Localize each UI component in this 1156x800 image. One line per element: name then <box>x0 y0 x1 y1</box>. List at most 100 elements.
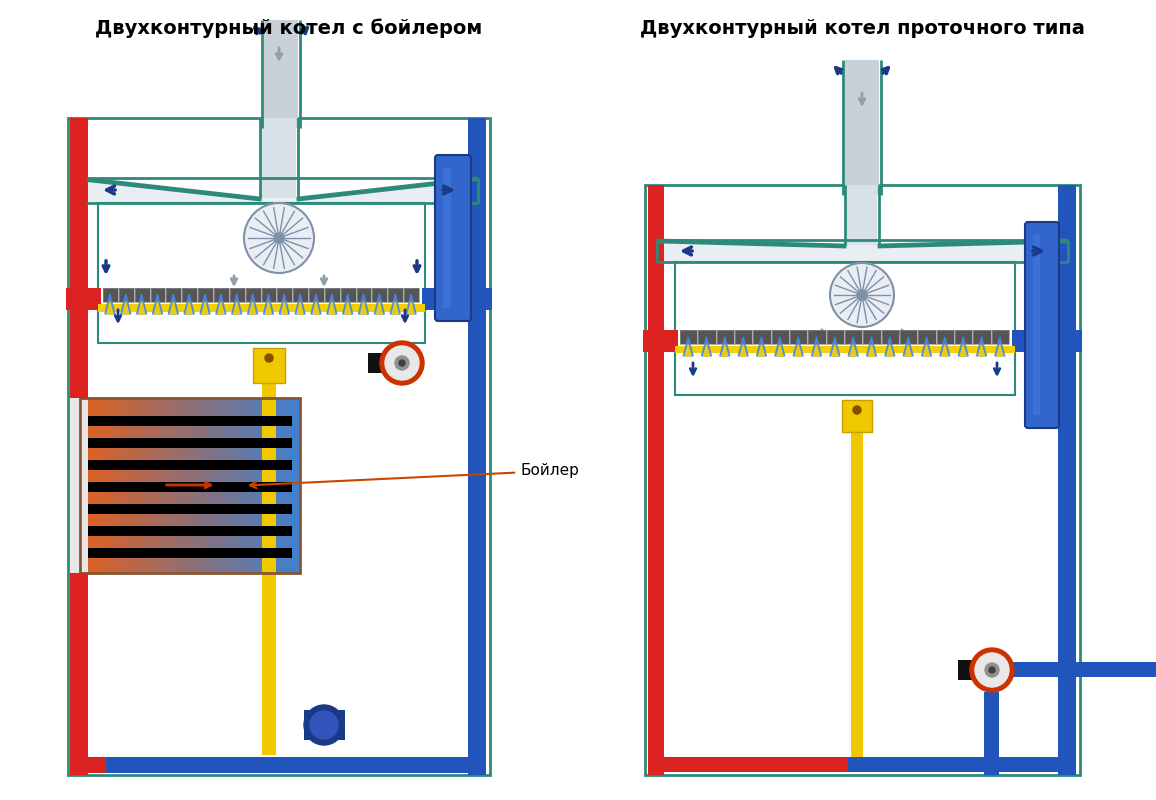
Polygon shape <box>202 302 208 314</box>
Polygon shape <box>344 302 350 314</box>
Bar <box>368 353 381 373</box>
Polygon shape <box>266 302 272 314</box>
Polygon shape <box>940 337 950 356</box>
Polygon shape <box>250 302 255 314</box>
Bar <box>827 330 844 344</box>
Bar <box>388 288 403 302</box>
Bar <box>71 757 468 773</box>
Bar <box>88 504 292 514</box>
Bar <box>341 288 356 302</box>
Bar <box>680 330 697 344</box>
Bar <box>246 288 260 302</box>
Bar <box>88 460 292 470</box>
Polygon shape <box>996 345 1003 356</box>
Bar <box>277 398 287 573</box>
Bar <box>309 288 324 302</box>
Bar <box>161 398 169 573</box>
Bar <box>102 398 110 573</box>
Bar <box>754 330 771 344</box>
Polygon shape <box>739 337 748 356</box>
Polygon shape <box>720 337 729 356</box>
Bar <box>294 288 307 302</box>
Polygon shape <box>295 294 305 314</box>
Polygon shape <box>657 240 1068 262</box>
Bar <box>68 118 490 775</box>
Polygon shape <box>217 302 224 314</box>
Bar <box>1058 185 1076 775</box>
Bar <box>309 288 324 302</box>
Bar <box>901 330 918 344</box>
Bar <box>234 398 243 573</box>
Polygon shape <box>328 302 335 314</box>
Bar <box>253 348 286 383</box>
Bar <box>198 288 213 302</box>
Bar <box>198 398 206 573</box>
Polygon shape <box>775 337 785 356</box>
Bar <box>918 330 935 344</box>
Bar <box>103 288 118 302</box>
Bar <box>847 185 877 245</box>
Polygon shape <box>170 302 177 314</box>
Bar <box>936 330 954 344</box>
Bar <box>166 288 181 302</box>
Bar <box>255 398 265 573</box>
Bar <box>388 288 403 302</box>
Polygon shape <box>358 294 369 314</box>
Bar <box>294 288 307 302</box>
Bar <box>135 288 149 302</box>
Bar <box>827 330 844 344</box>
Bar <box>992 330 1009 344</box>
Polygon shape <box>105 294 114 314</box>
Bar <box>88 482 292 492</box>
Polygon shape <box>406 294 416 314</box>
Bar <box>341 288 356 302</box>
Polygon shape <box>850 345 857 356</box>
Polygon shape <box>867 337 876 356</box>
Bar <box>205 398 213 573</box>
Polygon shape <box>686 345 691 356</box>
Bar <box>176 398 184 573</box>
Polygon shape <box>392 302 398 314</box>
Bar <box>98 203 425 343</box>
Polygon shape <box>995 337 1005 356</box>
Bar <box>680 330 697 344</box>
Circle shape <box>830 263 894 327</box>
Bar <box>675 346 1015 353</box>
Bar <box>88 438 292 448</box>
Circle shape <box>310 711 338 739</box>
Circle shape <box>399 360 405 366</box>
Circle shape <box>304 705 344 745</box>
Polygon shape <box>795 345 801 356</box>
Bar <box>973 330 991 344</box>
Bar <box>214 288 229 302</box>
Bar <box>103 288 118 302</box>
Text: Бойлер: Бойлер <box>250 463 579 488</box>
Bar <box>973 330 991 344</box>
Circle shape <box>853 406 861 414</box>
Polygon shape <box>155 302 161 314</box>
Polygon shape <box>391 294 400 314</box>
Bar <box>675 262 1015 395</box>
Bar <box>405 288 418 302</box>
Polygon shape <box>200 294 210 314</box>
Polygon shape <box>327 294 336 314</box>
Bar <box>882 330 899 344</box>
Polygon shape <box>120 294 131 314</box>
Bar <box>918 330 935 344</box>
Bar <box>132 398 140 573</box>
Circle shape <box>857 290 867 300</box>
Bar <box>262 118 296 198</box>
Circle shape <box>274 233 284 243</box>
Bar <box>264 398 272 573</box>
Bar <box>71 118 88 775</box>
Polygon shape <box>313 302 319 314</box>
Polygon shape <box>311 294 321 314</box>
Bar <box>242 398 250 573</box>
Bar <box>150 288 165 302</box>
Bar <box>936 330 954 344</box>
Bar <box>117 398 125 573</box>
Bar <box>338 710 344 740</box>
Polygon shape <box>977 337 986 356</box>
Bar <box>372 288 387 302</box>
Polygon shape <box>961 345 966 356</box>
